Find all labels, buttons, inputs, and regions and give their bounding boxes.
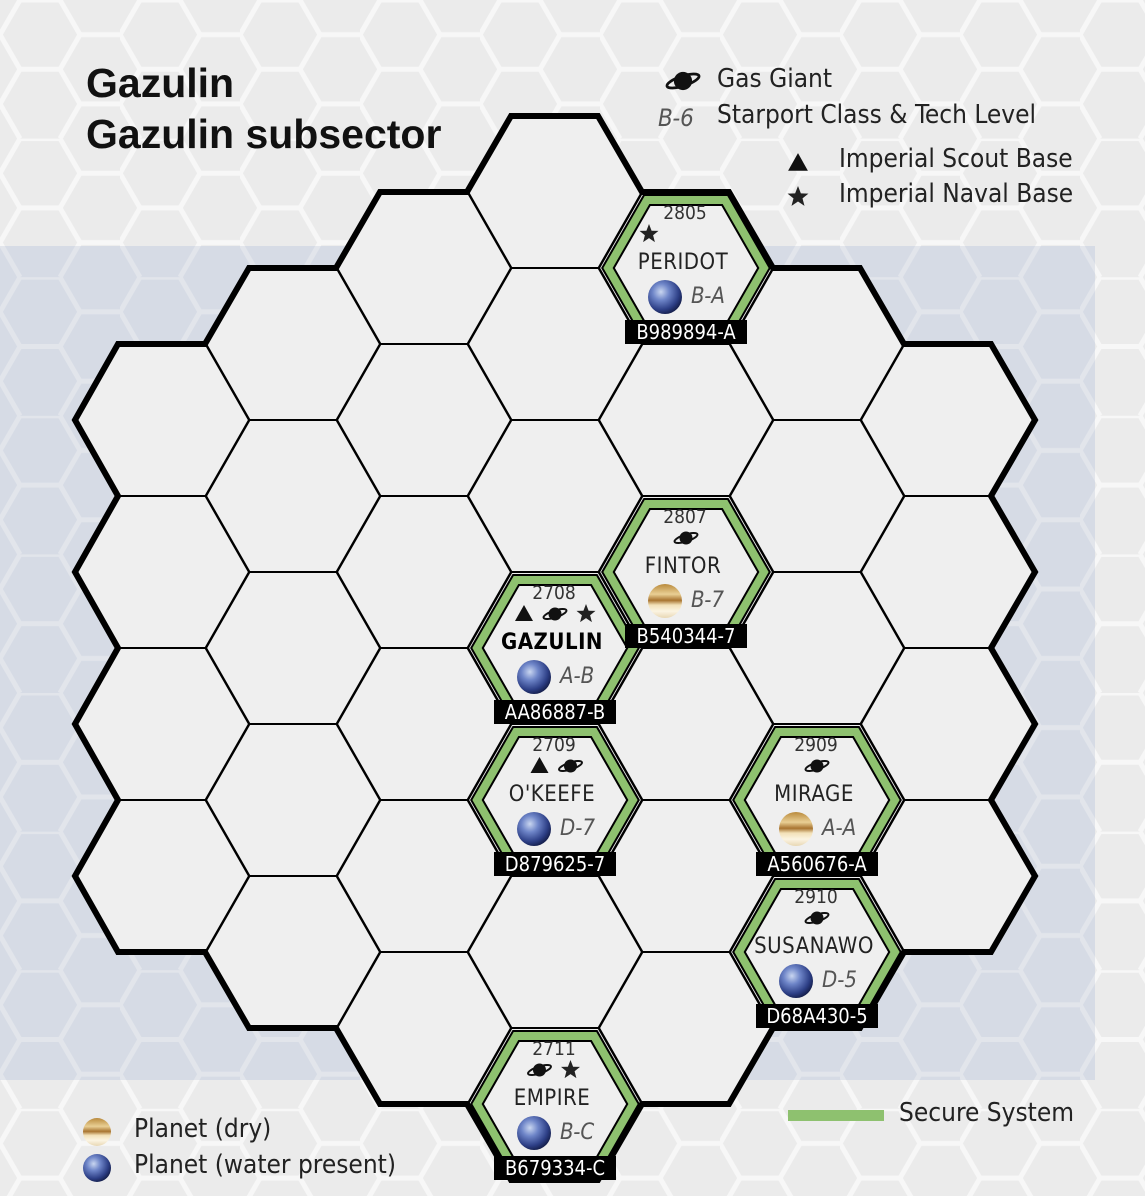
legend-water-planet-label: Planet (water present)	[134, 1150, 396, 1180]
systems-layer: 2805 PERIDOT B-A B989894-A 2807 FINTOR B-7 B540…	[494, 202, 878, 1180]
legend-secure-system-label: Secure System	[899, 1098, 1075, 1128]
system-name: MIRAGE	[774, 782, 854, 807]
uwp-code: B540344-7	[637, 624, 736, 648]
system-name: EMPIRE	[514, 1086, 591, 1111]
water-planet-icon	[648, 280, 682, 314]
hex-number: 2910	[794, 886, 838, 908]
system-name: SUSANAWO	[754, 934, 874, 959]
system-name: PERIDOT	[638, 250, 729, 275]
world-title: Gazulin	[86, 60, 235, 106]
system-name: GAZULIN	[501, 630, 603, 655]
hex-number: 2708	[532, 582, 576, 604]
system-susanawo[interactable]: 2910 SUSANAWO D-5 D68A430-5	[754, 886, 878, 1028]
system-okeefe[interactable]: 2709 O'KEEFE D-7 D879625-7	[494, 734, 616, 876]
uwp-label-bg	[756, 1004, 878, 1028]
dry-planet-icon	[648, 584, 682, 618]
uwp-code: AA86887-B	[505, 700, 606, 724]
system-gazulin[interactable]: 2708 GAZULIN A-B AA86887-B	[494, 582, 616, 724]
legend-water-planet-icon	[83, 1154, 111, 1182]
uwp-label-bg	[625, 320, 747, 344]
legend-starport-label: Starport Class & Tech Level	[717, 100, 1037, 130]
hex-number: 2805	[663, 202, 707, 224]
map-title: Gazulin Gazulin subsector	[86, 58, 441, 160]
uwp-code: D68A430-5	[766, 1004, 867, 1028]
uwp-label-bg	[494, 1156, 616, 1180]
water-planet-icon	[779, 964, 813, 998]
uwp-label-bg	[756, 852, 878, 876]
subsector-border	[71, 113, 1039, 1183]
legend-starport-example: B-6	[658, 104, 694, 132]
uwp-label-bg	[494, 852, 616, 876]
starport-tech-code: D-5	[822, 968, 857, 993]
system-mirage[interactable]: 2909 MIRAGE A-A A560676-A	[756, 734, 878, 876]
uwp-label-bg	[625, 624, 747, 648]
uwp-code: A560676-A	[767, 852, 867, 876]
starport-tech-code: B-7	[691, 588, 724, 613]
legend-secure-swatch	[788, 1110, 884, 1121]
legend-dry-planet-icon	[83, 1118, 111, 1146]
legend-scout-base-label: Imperial Scout Base	[839, 144, 1073, 174]
system-name: FINTOR	[645, 554, 721, 579]
water-planet-icon	[517, 812, 551, 846]
uwp-label-bg	[494, 700, 616, 724]
starport-tech-code: D-7	[560, 816, 595, 841]
dry-planet-icon	[779, 812, 813, 846]
starport-tech-code: A-A	[820, 816, 856, 841]
starport-tech-code: A-B	[558, 664, 594, 689]
system-empire[interactable]: 2711 EMPIRE B-C B679334-C	[494, 1038, 616, 1180]
legend-naval-base-label: Imperial Naval Base	[839, 179, 1074, 209]
system-name: O'KEEFE	[509, 782, 595, 807]
uwp-code: B679334-C	[505, 1156, 605, 1180]
hex-number: 2709	[532, 734, 576, 756]
water-planet-icon	[517, 1116, 551, 1150]
starport-tech-code: B-A	[691, 284, 725, 309]
legend-gas-giant-label: Gas Giant	[717, 64, 833, 94]
hex-number: 2909	[794, 734, 838, 756]
water-planet-icon	[517, 660, 551, 694]
uwp-code: D879625-7	[505, 852, 605, 876]
system-peridot[interactable]: 2805 PERIDOT B-A B989894-A	[625, 202, 747, 344]
subsector-title: Gazulin subsector	[86, 111, 442, 157]
uwp-code: B989894-A	[636, 320, 736, 344]
starport-tech-code: B-C	[560, 1120, 594, 1145]
hex-number: 2807	[663, 506, 707, 528]
legend-dry-planet-label: Planet (dry)	[134, 1114, 272, 1144]
system-fintor[interactable]: 2807 FINTOR B-7 B540344-7	[625, 506, 747, 648]
hex-number: 2711	[532, 1038, 576, 1060]
hex-grid	[71, 113, 1039, 1183]
